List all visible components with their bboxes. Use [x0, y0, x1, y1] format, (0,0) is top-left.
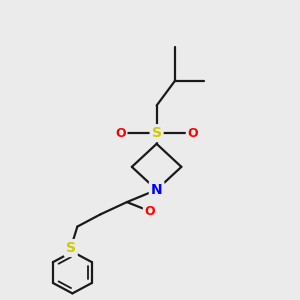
Text: N: N — [151, 183, 162, 197]
Text: O: O — [145, 205, 155, 218]
Text: O: O — [115, 127, 126, 140]
Text: S: S — [66, 241, 76, 255]
Text: O: O — [188, 127, 198, 140]
Text: S: S — [152, 126, 162, 140]
